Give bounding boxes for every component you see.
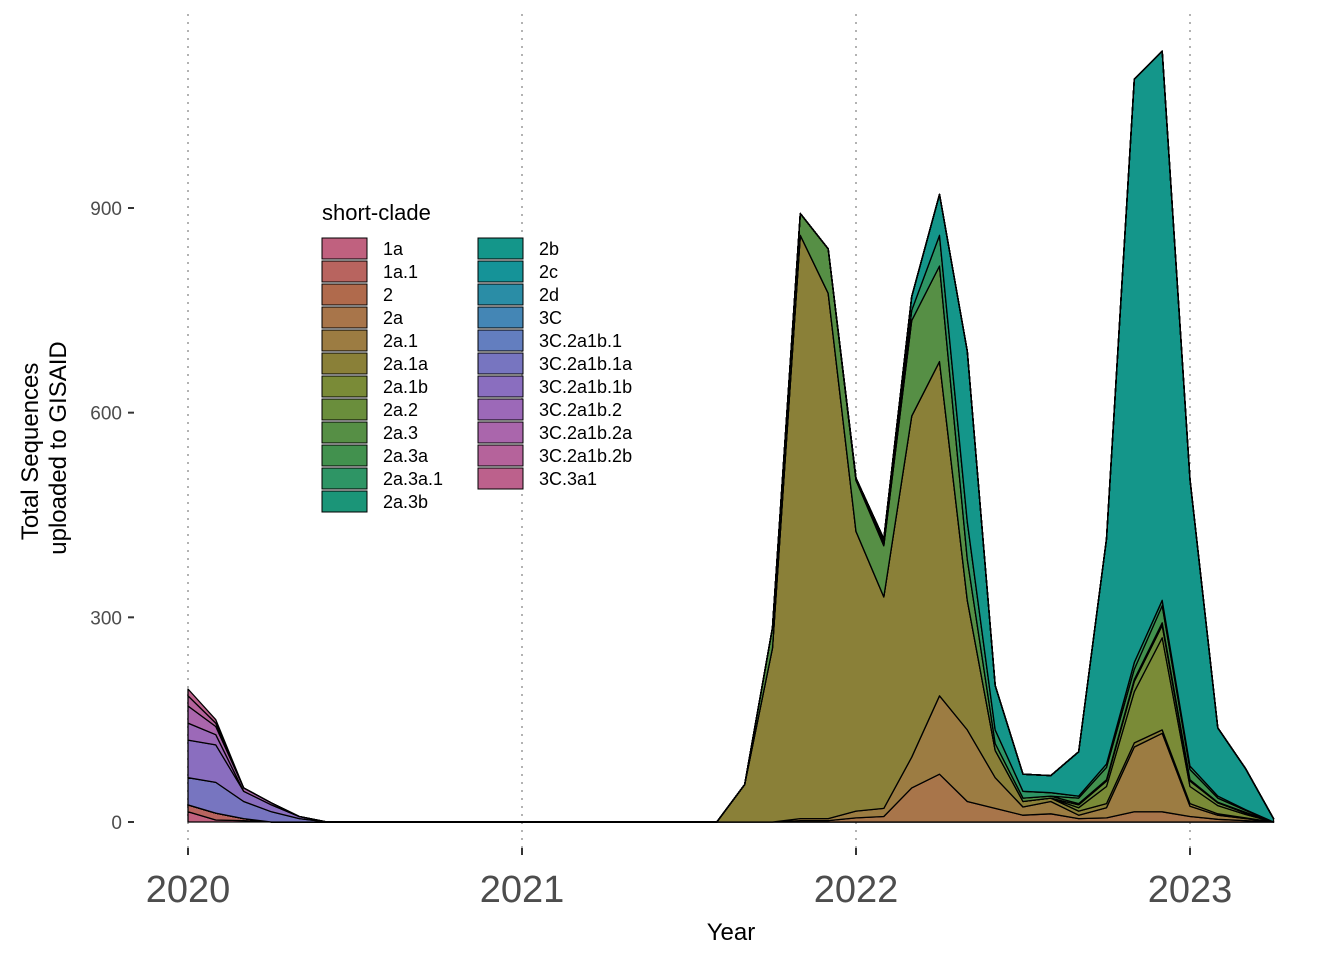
y-axis-title-line-1: Total Sequences: [17, 363, 44, 540]
x-axis-title: Year: [707, 919, 756, 946]
legend-swatch-2c: [477, 260, 524, 283]
legend-swatch-2: [321, 283, 368, 306]
legend-label-3c-3a1: 3C.3a1: [539, 469, 597, 489]
legend-label-2d: 2d: [539, 285, 559, 305]
legend-label-3c-2a1b-1: 3C.2a1b.1: [539, 331, 622, 351]
legend-swatch-3c-2a1b-1: [477, 329, 524, 352]
legend-label-2c: 2c: [539, 262, 558, 282]
legend-label-3c-2a1b-1b: 3C.2a1b.1b: [539, 377, 632, 397]
legend-label-3c-2a1b-2: 3C.2a1b.2: [539, 400, 622, 420]
legend-swatch-2d: [477, 283, 524, 306]
area-series: [187, 50, 1275, 823]
x-axis: 2020 2021 2022 2023: [146, 848, 1233, 911]
legend-label-2b: 2b: [539, 239, 559, 259]
legend-label-3c-2a1b-1a: 3C.2a1b.1a: [539, 354, 633, 374]
legend-swatch-3c: [477, 306, 524, 329]
legend-swatch-2a-2: [321, 398, 368, 421]
legend-label-3c: 3C: [539, 308, 562, 328]
legend-swatch-2a-1b: [321, 375, 368, 398]
legend-swatch-2a-1: [321, 329, 368, 352]
legend-label-2a: 2a: [383, 308, 404, 328]
legend-swatch-2a-3: [321, 421, 368, 444]
legend-label-2a-3a: 2a.3a: [383, 446, 429, 466]
legend-swatch-3c-2a1b-1b: [477, 375, 524, 398]
y-axis-title-line-2: uploaded to GISAID: [45, 341, 72, 554]
legend-label-2a-1b: 2a.1b: [383, 377, 428, 397]
legend-label-2: 2: [383, 285, 393, 305]
area-series-3c-3a1: [187, 50, 1275, 823]
y-axis: 0 300 600 900: [90, 199, 134, 834]
legend-title: short-clade: [322, 200, 431, 225]
legend-items: 1a 1a.1 2 2a 2a.1 2a.1a 2a.1b 2a.2 2a.3 2a.3a 2a.3…: [321, 237, 633, 513]
legend-swatch-3c-2a1b-2b: [477, 444, 524, 467]
legend-swatch-3c-2a1b-2: [477, 398, 524, 421]
legend-label-2a-1: 2a.1: [383, 331, 418, 351]
legend-label-2a-3a-1: 2a.3a.1: [383, 469, 443, 489]
legend-swatch-1a-1: [321, 260, 368, 283]
legend-label-3c-2a1b-2b: 3C.2a1b.2b: [539, 446, 632, 466]
y-tick-label-600: 600: [90, 404, 122, 425]
legend-swatch-2a-1a: [321, 352, 368, 375]
legend-swatch-2a-3a-1: [321, 467, 368, 490]
x-tick-label-2022: 2022: [814, 869, 899, 911]
legend-label-3c-2a1b-2a: 3C.2a1b.2a: [539, 423, 633, 443]
y-tick-label-0: 0: [111, 813, 122, 834]
y-tick-label-900: 900: [90, 199, 122, 220]
legend-label-2a-3b: 2a.3b: [383, 492, 428, 512]
legend-swatch-2a-3a: [321, 444, 368, 467]
legend-label-1a: 1a: [383, 239, 404, 259]
legend-swatch-2a: [321, 306, 368, 329]
legend-swatch-3c-2a1b-1a: [477, 352, 524, 375]
x-tick-label-2020: 2020: [146, 869, 231, 911]
legend-swatch-1a: [321, 237, 368, 260]
legend-label-1a-1: 1a.1: [383, 262, 418, 282]
legend-swatch-2a-3b: [321, 490, 368, 513]
legend: short-clade 1a 1a.1 2 2a 2a.1 2a.1a 2a.1b 2a.2 2…: [321, 200, 633, 513]
legend-swatch-2b: [477, 237, 524, 260]
y-axis-title: Total Sequences uploaded to GISAID: [17, 341, 72, 554]
x-tick-label-2021: 2021: [480, 869, 565, 911]
legend-swatch-3c-2a1b-2a: [477, 421, 524, 444]
x-tick-label-2023: 2023: [1148, 869, 1233, 911]
legend-label-2a-1a: 2a.1a: [383, 354, 429, 374]
legend-label-2a-2: 2a.2: [383, 400, 418, 420]
legend-label-2a-3: 2a.3: [383, 423, 418, 443]
y-tick-label-300: 300: [90, 608, 122, 629]
legend-swatch-3c-3a1: [477, 467, 524, 490]
